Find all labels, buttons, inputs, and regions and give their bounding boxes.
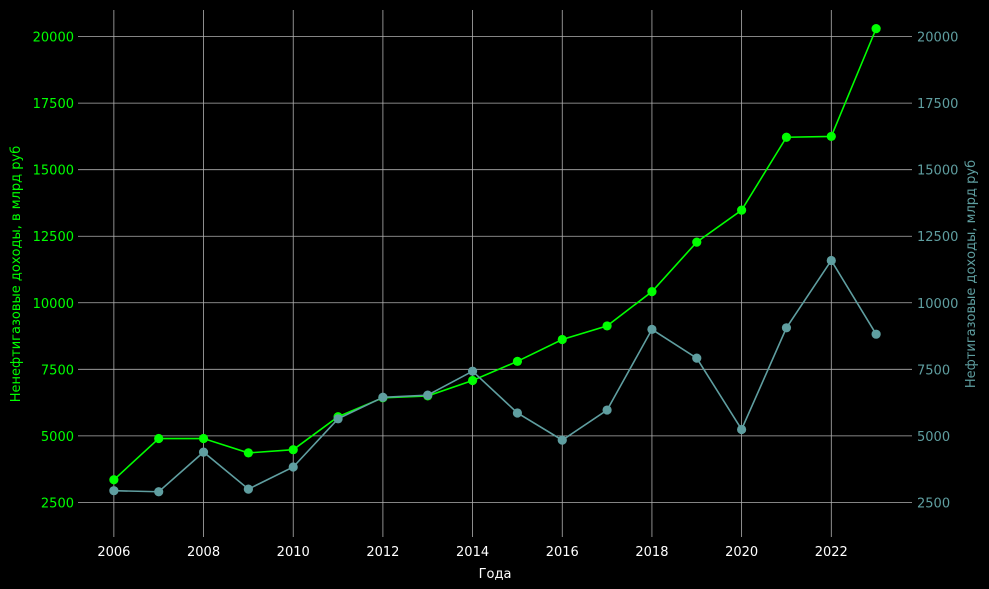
x-tick-label: 2006 [97,545,130,560]
oil-gas-point [423,390,433,400]
oil-gas-point [737,424,747,435]
non-oil-gas-point [243,448,253,458]
oil-gas-point [467,366,478,376]
non-oil-gas-point [198,433,209,444]
oil-gas-point [198,447,209,457]
grid [78,10,912,537]
oil-gas-point [333,414,343,424]
right-y-tick-label: 7500 [917,363,950,378]
left-y-tick-label: 5000 [41,430,74,445]
non-oil-gas-point [154,433,164,444]
non-oil-gas-point [737,205,747,215]
left-y-tick-label: 20000 [33,31,74,46]
oil-gas-point [243,484,253,494]
non-oil-gas-point [781,132,792,142]
non-oil-gas-point [557,334,567,345]
right-y-tick-label: 5000 [917,430,950,445]
oil-gas-point [557,435,567,445]
oil-gas-point [647,324,657,334]
non-oil-gas-point [647,286,657,297]
x-tick-label: 2012 [366,545,399,560]
oil-gas-point [692,353,702,363]
oil-gas-point [154,487,164,497]
right-y-tick-labels: 2500 5000 7500 10000 12500 15000 17500 20000 [917,31,958,512]
oil-gas-point [826,255,836,266]
non-oil-gas-point [826,131,836,142]
series-group [109,24,881,497]
right-y-tick-label: 20000 [917,31,958,46]
non-oil-gas-point [512,356,523,366]
left-y-tick-label: 10000 [33,297,74,312]
right-y-axis-label: Нефтигазовые доходы, млрд руб [964,160,979,388]
left-y-tick-labels: 2500 5000 7500 10000 12500 15000 17500 20000 [33,31,74,512]
x-axis-label: Года [479,567,512,582]
left-y-tick-label: 7500 [41,363,74,378]
left-y-axis-label: Ненефтигазовые доходы, в млрд руб [9,146,24,402]
right-y-tick-label: 2500 [917,496,950,511]
oil-gas-point [871,329,881,339]
left-y-tick-label: 15000 [33,164,74,179]
right-y-tick-label: 15000 [917,164,958,179]
non-oil-gas-line [113,28,877,481]
oil-gas-point [512,408,523,418]
non-oil-gas-point [871,24,881,34]
left-y-tick-label: 17500 [33,97,74,112]
non-oil-gas-point [288,445,298,455]
x-tick-label: 2016 [546,545,579,560]
x-tick-label: 2018 [635,545,668,560]
x-tick-label: 2022 [815,545,848,560]
oil-gas-point [288,462,298,472]
x-tick-label: 2020 [725,545,758,560]
x-tick-label: 2014 [456,545,489,560]
x-tick-label: 2008 [187,545,220,560]
non-oil-gas-point [109,475,119,485]
oil-gas-point [602,405,612,415]
non-oil-gas-point [467,375,478,386]
right-y-tick-label: 17500 [917,97,958,112]
left-y-tick-label: 2500 [41,496,74,511]
right-y-tick-label: 10000 [917,297,958,312]
right-y-tick-label: 12500 [917,230,958,245]
oil-gas-point [378,392,388,402]
non-oil-gas-point [692,237,702,247]
non-oil-gas-point [602,321,612,331]
left-y-tick-label: 12500 [33,230,74,245]
oil-gas-point [781,323,792,333]
x-tick-label: 2010 [277,545,310,560]
oil-gas-line [113,258,877,493]
x-tick-labels: 2006 2008 2010 2012 2014 2016 2018 2020 2022 [97,545,848,560]
oil-gas-point [109,486,119,496]
